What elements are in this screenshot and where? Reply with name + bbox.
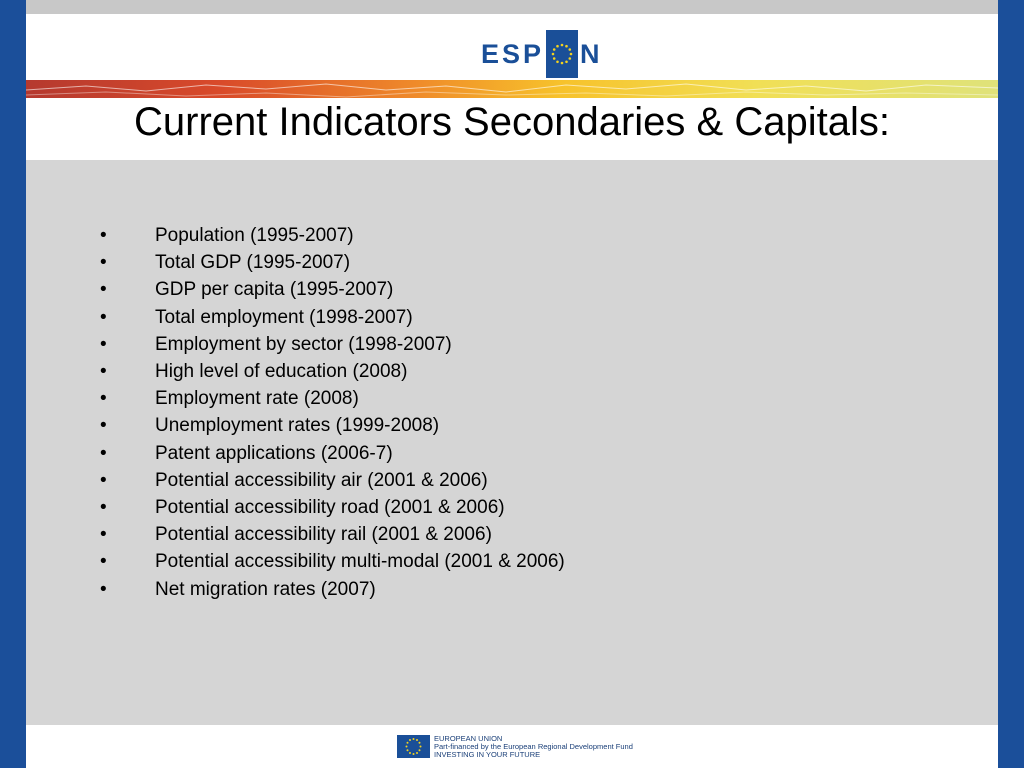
list-item-text: Employment by sector (1998-2007): [155, 333, 452, 355]
espon-logo: ESP N: [481, 30, 603, 78]
bullet-icon: •: [100, 225, 107, 246]
bullet-icon: •: [100, 415, 107, 437]
list-item-text: Potential accessibility rail (2001 & 200…: [155, 524, 492, 546]
eu-stars-icon: [546, 30, 579, 78]
list-item: • Patent applications (2006-7): [100, 440, 565, 467]
bullet-icon: •: [100, 442, 107, 464]
list-item-text: High level of education (2008): [155, 361, 408, 383]
list-item: • High level of education (2008): [100, 358, 565, 385]
list-item: • Employment rate (2008): [100, 385, 565, 412]
list-item-text: Employment rate (2008): [155, 388, 359, 410]
list-item: • Population (1995-2007): [100, 222, 565, 249]
eu-line-1: EUROPEAN UNION: [434, 734, 503, 743]
list-item-text: Population (1995-2007): [155, 225, 354, 246]
bullet-icon: •: [100, 524, 107, 546]
footer: EUROPEAN UNION Part-financed by the Euro…: [26, 725, 998, 768]
bullet-icon: •: [100, 333, 107, 355]
list-item-text: Unemployment rates (1999-2008): [155, 415, 440, 437]
bullet-icon: •: [100, 388, 107, 410]
map-banner: [26, 80, 998, 98]
eu-line-2: Part-financed by the European Regional D…: [434, 742, 633, 751]
top-strip: [26, 0, 998, 14]
bullet-icon: •: [100, 252, 107, 274]
eu-line-3: INVESTING IN YOUR FUTURE: [434, 750, 541, 759]
list-item-text: Net migration rates (2007): [155, 578, 376, 600]
bullet-icon: •: [100, 361, 107, 383]
logo-text-left: ESP: [481, 38, 545, 69]
page-title: Current Indicators Secondaries & Capital…: [134, 100, 890, 144]
list-item-text: Potential accessibility air (2001 & 2006…: [155, 469, 488, 491]
eu-funding-text: EUROPEAN UNION Part-financed by the Euro…: [434, 735, 633, 759]
list-item-text: GDP per capita (1995-2007): [155, 279, 394, 301]
list-item-text: Potential accessibility multi-modal (200…: [155, 551, 565, 573]
bullet-icon: •: [100, 578, 107, 600]
bullet-icon: •: [100, 306, 107, 328]
list-item: • Potential accessibility air (2001 & 200…: [100, 467, 565, 494]
bullet-icon: •: [100, 551, 107, 573]
list-item-text: Patent applications (2006-7): [155, 442, 393, 464]
list-item: • Unemployment rates (1999-2008): [100, 412, 565, 439]
list-item-text: Potential accessibility road (2001 & 200…: [155, 497, 505, 519]
header: ESP N: [26, 14, 998, 80]
list-item: • Total GDP (1995-2007): [100, 249, 565, 276]
list-item-text: Total employment (1998-2007): [155, 306, 413, 328]
list-item: • Potential accessibility rail (2001 & 20…: [100, 521, 565, 548]
list-item: • GDP per capita (1995-2007): [100, 276, 565, 303]
right-frame-bar: [998, 0, 1024, 768]
list-item: • Net migration rates (2007): [100, 576, 565, 603]
left-frame-bar: [0, 0, 26, 768]
list-item: • Total employment (1998-2007): [100, 304, 565, 331]
list-item-text: Total GDP (1995-2007): [155, 252, 351, 274]
indicator-list: • Population (1995-2007) • Total GDP (1995-…: [100, 222, 565, 603]
title-background: [26, 98, 998, 160]
bullet-icon: •: [100, 279, 107, 301]
list-item: • Employment by sector (1998-2007): [100, 331, 565, 358]
bullet-icon: •: [100, 469, 107, 491]
list-item: • Potential accessibility road (2001 & 20…: [100, 494, 565, 521]
bullet-icon: •: [100, 497, 107, 519]
logo-text-right: N: [580, 38, 603, 69]
list-item: • Potential accessibility multi-modal (20…: [100, 548, 565, 575]
eu-flag-icon: [397, 735, 430, 758]
